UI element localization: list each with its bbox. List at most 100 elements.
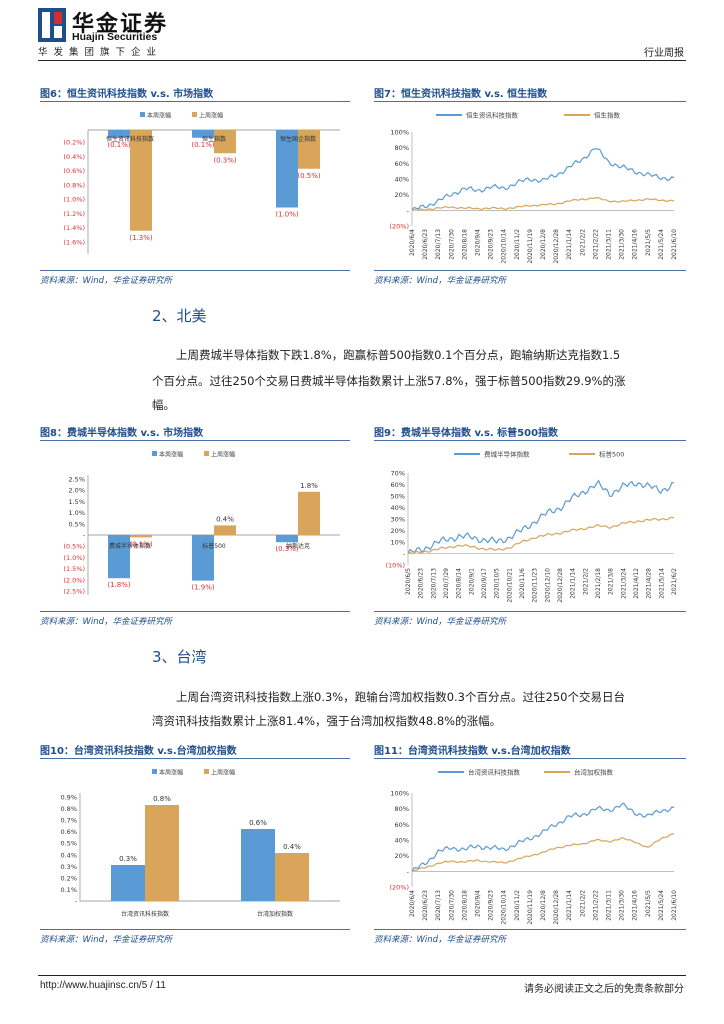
fig11-source-rule — [374, 929, 686, 930]
x-tick-label: 2020/11/19 — [527, 890, 534, 925]
data-label: (1.8%) — [107, 581, 131, 589]
section-north-america-para-1: 上周费城半导体指数下跌1.8%，跑赢标普500指数0.1个百分点，跑输纳斯达克指… — [176, 348, 621, 362]
fig8-chart: 本周涨幅 上周涨幅 2.5% 2.0% 1.5% 1.0% 0.5% - (0.5%) (1.0%… — [63, 451, 340, 596]
section-north-america-heading: 2、北美 — [152, 307, 207, 325]
bar-last-week — [298, 130, 320, 169]
x-tick-label: 2021/4/16 — [632, 890, 639, 921]
bar-last-week — [298, 491, 320, 535]
data-label: (0.1%) — [191, 141, 215, 149]
x-tick-label: 2021/3/11 — [606, 229, 613, 260]
y-tick-label: 0.6% — [60, 828, 77, 836]
x-tick-label: 2020/9/1 — [468, 568, 475, 595]
x-tick-label: 2021/2/2 — [579, 890, 586, 917]
x-tick-label: 2021/6/10 — [671, 229, 678, 260]
legend-label: 上周涨幅 — [211, 451, 235, 459]
fig10-source-rule — [40, 929, 350, 930]
y-tick-label: 20% — [395, 191, 409, 199]
y-tick-label: 40% — [395, 176, 409, 184]
fig8-source-rule — [40, 611, 350, 612]
y-tick-label: 60% — [395, 821, 409, 829]
fig8-title: 图8：费城半导体指数 v.s. 市场指数 — [40, 428, 204, 439]
bar-this-week — [276, 130, 298, 208]
fig7-title: 图7：恒生资讯科技指数 v.s. 恒生指数 — [374, 89, 548, 100]
y-tick-label: (0.8%) — [63, 181, 85, 189]
fig7-title-rule — [374, 101, 686, 102]
fig11-title-rule — [374, 758, 686, 759]
y-tick-label: 0.5% — [68, 520, 85, 528]
x-tick-label: 2021/1/14 — [566, 890, 573, 921]
series-line-secondary — [411, 833, 674, 872]
y-tick-label: (20%) — [389, 884, 409, 892]
bar-last-week — [130, 130, 152, 231]
category-label: 纳斯达克 — [286, 542, 310, 550]
x-tick-label: 2020/6/4 — [409, 890, 416, 917]
x-tick-label: 2021/6/10 — [671, 890, 678, 921]
y-tick-label: 1.0% — [68, 509, 85, 517]
y-tick-label: 30% — [391, 516, 405, 524]
fig10-title: 图10：台湾资讯科技指数 v.s.台湾加权指数 — [40, 746, 237, 757]
data-label: (1.9%) — [191, 584, 215, 592]
section-north-america-para-3: 幅。 — [152, 398, 175, 412]
data-label: (1.0%) — [275, 211, 299, 219]
series-line-secondary — [411, 196, 675, 211]
x-tick-label: 2020/12/28 — [553, 890, 560, 925]
y-tick-label: (2.0%) — [63, 576, 85, 584]
y-tick-label: 1.5% — [68, 498, 85, 506]
x-tick-label: 2020/7/30 — [448, 229, 455, 260]
footer-disclaimer-note: 请务必阅读正文之后的免责条款部分 — [524, 984, 684, 995]
x-tick-label: 2020/10/14 — [501, 229, 508, 264]
x-tick-label: 2021/1/14 — [566, 229, 573, 260]
y-tick-label: 80% — [395, 144, 409, 152]
y-tick-label: 0.5% — [60, 840, 77, 848]
x-tick-label: 2021/3/8 — [608, 568, 615, 595]
fig6-source-rule — [40, 270, 350, 271]
x-tick-label: 2021/4/12 — [633, 568, 640, 599]
y-tick-label: 2.5% — [68, 476, 85, 484]
bar-this-week — [108, 130, 130, 138]
x-tick-label: 2021/3/30 — [619, 229, 626, 260]
legend-label: 标普500 — [599, 450, 624, 459]
fig11-source: 资料来源：Wind，华金证券研究所 — [374, 935, 507, 945]
y-tick-label: 40% — [391, 504, 405, 512]
y-tick-label: - — [83, 532, 86, 540]
x-tick-label: 2021/3/11 — [606, 890, 613, 921]
legend-label: 本周涨幅 — [159, 769, 183, 777]
x-tick-label: 2021/5/5 — [645, 890, 652, 917]
legend-swatch — [152, 769, 157, 774]
category-label: 恒生指数 — [202, 135, 226, 143]
bar-last-week — [130, 535, 152, 538]
logo-chinese-name: 华金证券 — [72, 12, 169, 37]
data-label: 0.8% — [153, 795, 171, 803]
x-tick-label: 2020/9/17 — [481, 568, 488, 599]
section-taiwan-para-2: 湾资讯科技指数累计上涨81.4%，强于台湾加权指数48.8%的涨幅。 — [152, 714, 502, 728]
y-tick-label: 0.4% — [60, 851, 77, 859]
data-label: 0.3% — [119, 855, 137, 863]
y-tick-label: (1.4%) — [63, 224, 85, 232]
x-tick-label: 2020/6/23 — [422, 229, 429, 260]
y-tick-label: (20%) — [389, 223, 409, 231]
data-label: 1.8% — [300, 482, 318, 490]
y-tick-label: 40% — [395, 837, 409, 845]
y-tick-label: (2.5%) — [63, 588, 85, 596]
bar-this-week — [192, 130, 214, 138]
y-tick-label: (1.2%) — [63, 210, 85, 218]
y-tick-label: 0.2% — [60, 874, 77, 882]
data-label: (1.3%) — [129, 234, 153, 242]
fig9-title-rule — [374, 440, 686, 441]
y-tick-label: 2.0% — [68, 487, 85, 495]
bar-this-week — [108, 535, 130, 579]
legend-label: 恒生资讯科技指数 — [466, 111, 519, 120]
x-tick-label: 2021/2/22 — [592, 890, 599, 921]
category-label: 台湾加权指数 — [257, 910, 293, 918]
footer-url-link[interactable]: http://www.huajinsc.cn/5 / 11 — [40, 980, 166, 991]
x-tick-label: 2020/10/5 — [494, 568, 501, 599]
legend-label: 费城半导体指数 — [484, 450, 530, 459]
bar-last-week — [214, 525, 236, 535]
fig10-chart: 本周涨幅 上周涨幅 0.9% 0.8% 0.7% 0.6% 0.5% 0.4% 0.3% 0.2%… — [60, 769, 340, 918]
fig10-title-rule — [40, 758, 350, 759]
y-tick-label: (0.4%) — [63, 153, 85, 161]
x-tick-label: 2020/6/23 — [418, 568, 425, 599]
data-label: (0.1%) — [129, 540, 153, 548]
data-label: (0.3%) — [213, 156, 237, 164]
x-tick-label: 2021/2/22 — [592, 229, 599, 260]
